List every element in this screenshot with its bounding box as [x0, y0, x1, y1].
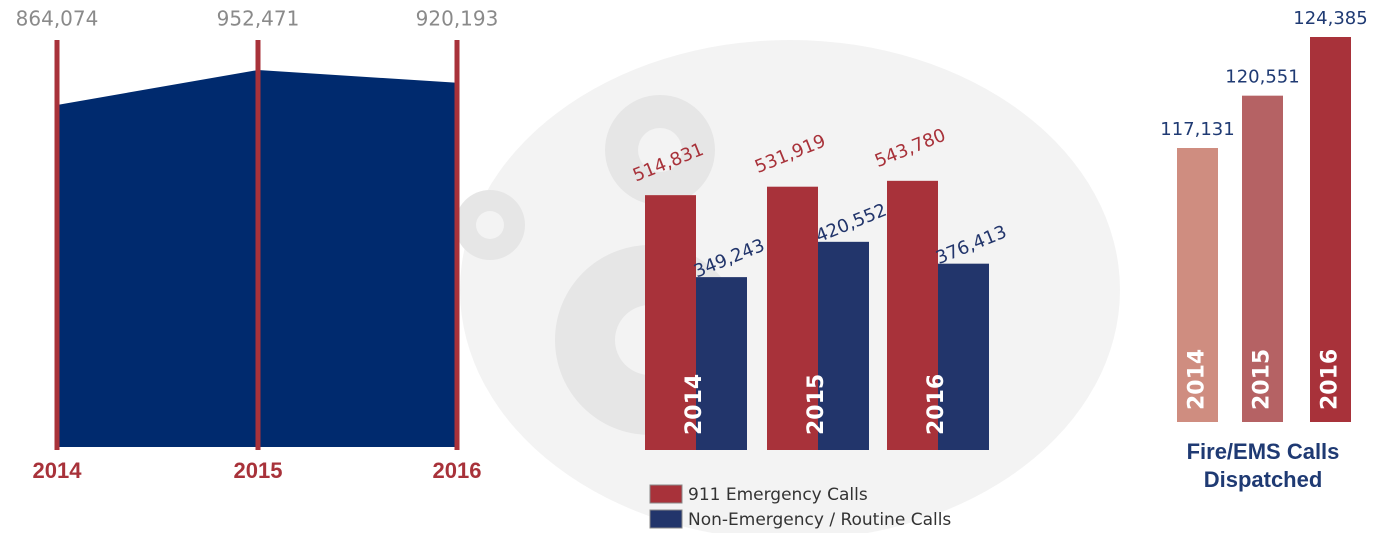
legend-label: 911 Emergency Calls [688, 485, 868, 505]
value-label: 117,131 [1160, 119, 1234, 140]
legend-swatch [649, 509, 683, 529]
value-label: 864,074 [16, 7, 99, 31]
value-label: 124,385 [1293, 8, 1367, 29]
x-tick-label: 2014 [1185, 349, 1210, 410]
x-tick-label: 2015 [804, 374, 829, 435]
bar [1242, 95, 1283, 423]
x-tick-label: 2016 [433, 458, 482, 483]
legend-swatch [649, 484, 683, 504]
bar [645, 195, 696, 450]
bar [696, 277, 747, 450]
x-tick-label: 2016 [1318, 349, 1343, 410]
bar [1310, 37, 1351, 422]
legend-label: Non-Emergency / Routine Calls [688, 510, 951, 530]
x-tick-label: 2016 [924, 374, 949, 435]
x-tick-label: 2015 [1250, 349, 1275, 410]
x-tick-label: 2014 [682, 374, 707, 435]
value-label: 920,193 [416, 7, 499, 31]
x-tick-label: 2015 [234, 458, 283, 483]
value-label: 952,471 [217, 7, 300, 31]
bar [818, 241, 869, 450]
bar [938, 263, 989, 450]
chart-title: Fire/EMS Calls Dispatched [1186, 439, 1340, 492]
bar [887, 180, 938, 450]
bar [767, 186, 818, 451]
value-label: 120,551 [1225, 67, 1299, 88]
x-tick-label: 2014 [33, 458, 83, 483]
bar [1177, 148, 1218, 422]
